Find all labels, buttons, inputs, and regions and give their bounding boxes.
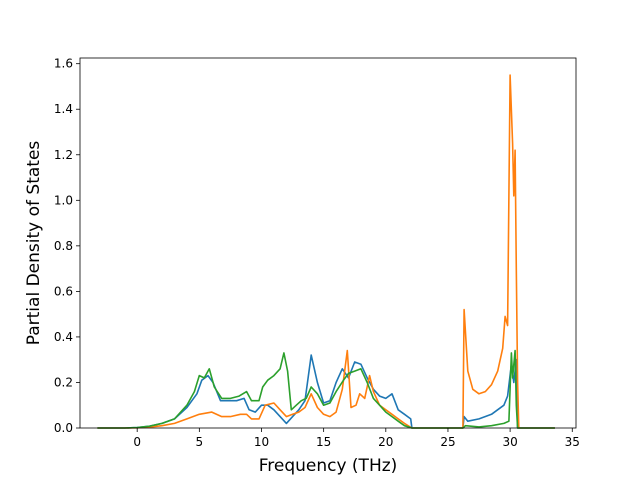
y-tick-label: 0.8 <box>54 239 73 253</box>
y-tick-label: 1.6 <box>54 57 73 71</box>
plot-frame <box>79 57 577 429</box>
series-layer <box>97 74 555 429</box>
x-tick-label: 10 <box>254 435 269 449</box>
y-axis-ticks: 0.0 0.2 0.4 0.6 0.8 1.0 1.2 1.4 1.6 <box>54 57 80 435</box>
x-tick-label: 0 <box>133 435 141 449</box>
series-2-line <box>97 74 555 429</box>
x-axis-ticks: 0 5 10 15 20 25 30 35 <box>133 428 580 449</box>
x-tick-label: 5 <box>196 435 204 449</box>
plot-area <box>80 58 576 428</box>
x-tick-label: 35 <box>565 435 580 449</box>
x-tick-label: 15 <box>316 435 331 449</box>
x-axis-label: Frequency (THz) <box>259 456 398 476</box>
y-axis-label: Partial Density of States <box>24 141 44 346</box>
y-tick-label: 1.2 <box>54 148 73 162</box>
x-tick-label: 25 <box>440 435 455 449</box>
x-tick-label: 20 <box>378 435 393 449</box>
series-1-line <box>97 354 555 429</box>
y-tick-label: 0.0 <box>54 421 73 435</box>
y-tick-label: 1.0 <box>54 193 73 207</box>
y-tick-label: 0.2 <box>54 375 73 389</box>
y-tick-label: 0.4 <box>54 330 73 344</box>
y-tick-label: 1.4 <box>54 102 73 116</box>
series-3-line <box>97 349 555 429</box>
x-tick-label: 30 <box>502 435 517 449</box>
y-tick-label: 0.6 <box>54 284 73 298</box>
